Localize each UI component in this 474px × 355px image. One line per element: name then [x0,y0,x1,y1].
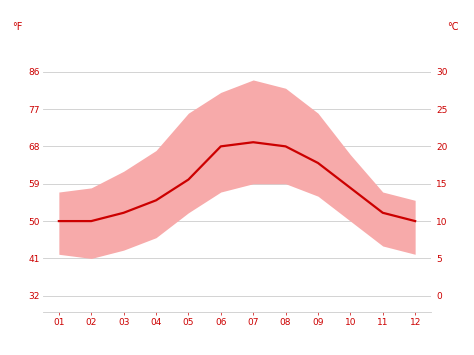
Text: °F: °F [12,22,23,32]
Text: °C: °C [447,22,458,32]
